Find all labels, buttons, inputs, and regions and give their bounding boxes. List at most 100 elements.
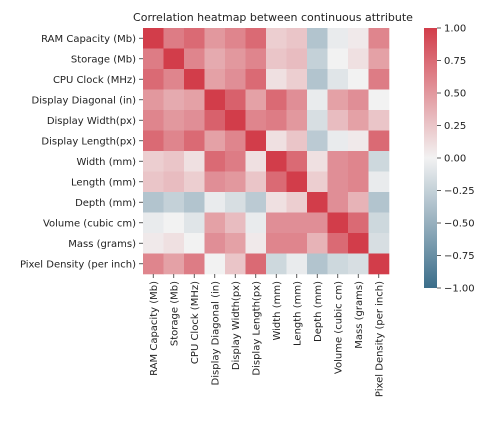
colorbar-tick-label: −0.25 <box>444 186 475 197</box>
heatmap-cell <box>245 192 267 213</box>
heatmap-cell <box>225 171 246 193</box>
heatmap-cell <box>348 192 369 213</box>
heatmap-cell <box>286 48 308 70</box>
heatmap-cell <box>143 48 164 70</box>
heatmap-cell <box>286 69 308 90</box>
heatmap-cell <box>348 171 369 193</box>
heatmap-cell <box>245 151 267 172</box>
column-label: CPU Clock (MHz) <box>190 281 201 364</box>
heatmap-cell <box>266 89 287 111</box>
heatmap-cell <box>225 28 246 49</box>
heatmap-cell <box>245 212 267 234</box>
colorbar-tick-label: 0.25 <box>444 121 466 132</box>
heatmap-cell <box>143 69 164 90</box>
heatmap-cell <box>204 130 226 152</box>
heatmap-cell <box>286 130 308 152</box>
heatmap-cell <box>327 28 349 49</box>
heatmap-cell <box>143 212 164 234</box>
heatmap-cell <box>163 192 185 213</box>
heatmap-cell <box>143 110 164 131</box>
heatmap-cell <box>286 151 308 172</box>
row-label: Mass (grams) <box>68 239 136 250</box>
colorbar-tick-label: 0.50 <box>444 89 466 100</box>
colorbar-tick-label: 1.00 <box>444 24 466 35</box>
column-label: Display Width(px) <box>231 281 242 370</box>
heatmap-cell <box>307 48 328 70</box>
row-label: Volume (cubic cm) <box>43 218 136 229</box>
heatmap-cell <box>368 69 390 90</box>
heatmap-cell <box>286 171 308 193</box>
heatmap-cell <box>348 28 369 49</box>
heatmap-cell <box>225 110 246 131</box>
heatmap-cell <box>163 171 185 193</box>
heatmap-cell <box>163 151 185 172</box>
heatmap-cell <box>286 212 308 234</box>
heatmap-cell <box>327 69 349 90</box>
colorbar-tick-label: 0.75 <box>444 56 466 67</box>
heatmap-cell <box>163 48 185 70</box>
heatmap-cell <box>327 171 349 193</box>
heatmap-cell <box>225 151 246 172</box>
heatmap-cell <box>348 89 369 111</box>
column-label: Mass (grams) <box>354 281 365 349</box>
heatmap-cell <box>368 212 390 234</box>
heatmap-cell <box>286 89 308 111</box>
heatmap-cell <box>266 212 287 234</box>
colorbar-tick-label: 0.00 <box>444 154 466 165</box>
colorbar: 1.00 0.75 0.50 0.25 0.00 −0.25 −0.50 −0.75 −1.00 <box>424 24 475 295</box>
heatmap-cell <box>307 110 328 131</box>
heatmap-cell <box>204 253 226 275</box>
row-labels: RAM Capacity (Mb) Storage (Mb) CPU Clock (… <box>20 34 143 270</box>
heatmap-cell <box>266 233 287 254</box>
heatmap-cell <box>163 69 185 90</box>
heatmap-cell <box>266 110 287 131</box>
heatmap-cell <box>245 233 267 254</box>
heatmap-cell <box>266 171 287 193</box>
heatmap-cell <box>204 89 226 111</box>
heatmap-cell <box>286 192 308 213</box>
heatmap-cell <box>368 233 390 254</box>
heatmap-cell <box>204 151 226 172</box>
heatmap-cell <box>245 130 267 152</box>
row-label: Display Length(px) <box>41 136 136 147</box>
row-label: Display Diagonal (in) <box>32 95 137 106</box>
row-label: Storage (Mb) <box>71 54 136 65</box>
heatmap-cell <box>348 110 369 131</box>
column-label: RAM Capacity (Mb) <box>149 281 160 376</box>
heatmap-cells <box>143 28 390 275</box>
heatmap-cell <box>348 151 369 172</box>
heatmap-cell <box>163 233 185 254</box>
heatmap-cell <box>368 28 390 49</box>
heatmap-cell <box>368 151 390 172</box>
heatmap-cell <box>266 130 287 152</box>
heatmap-cell <box>307 212 328 234</box>
column-label: Storage (Mb) <box>169 281 180 346</box>
heatmap-cell <box>327 89 349 111</box>
heatmap-cell <box>368 48 390 70</box>
heatmap-cell <box>204 28 226 49</box>
heatmap-cell <box>225 192 246 213</box>
heatmap-cell <box>348 233 369 254</box>
heatmap-cell <box>245 28 267 49</box>
column-label: Display Diagonal (in) <box>210 281 221 386</box>
colorbar-tick-label: −1.00 <box>444 284 475 295</box>
heatmap-cell <box>368 192 390 213</box>
row-label: Width (mm) <box>76 157 136 168</box>
heatmap-cell <box>143 192 164 213</box>
heatmap-cell <box>143 233 164 254</box>
heatmap-cell <box>348 130 369 152</box>
heatmap-cell <box>368 130 390 152</box>
heatmap-cell <box>368 110 390 131</box>
heatmap-cell <box>143 151 164 172</box>
heatmap-cell <box>225 89 246 111</box>
column-label: Length (mm) <box>292 281 303 346</box>
heatmap-cell <box>327 130 349 152</box>
column-label: Width (mm) <box>272 281 283 341</box>
heatmap-cell <box>307 233 328 254</box>
heatmap-cell <box>143 171 164 193</box>
heatmap-cell <box>204 192 226 213</box>
heatmap-cell <box>327 212 349 234</box>
heatmap-cell <box>163 110 185 131</box>
row-label: RAM Capacity (Mb) <box>41 34 136 45</box>
heatmap-cell <box>184 253 205 275</box>
